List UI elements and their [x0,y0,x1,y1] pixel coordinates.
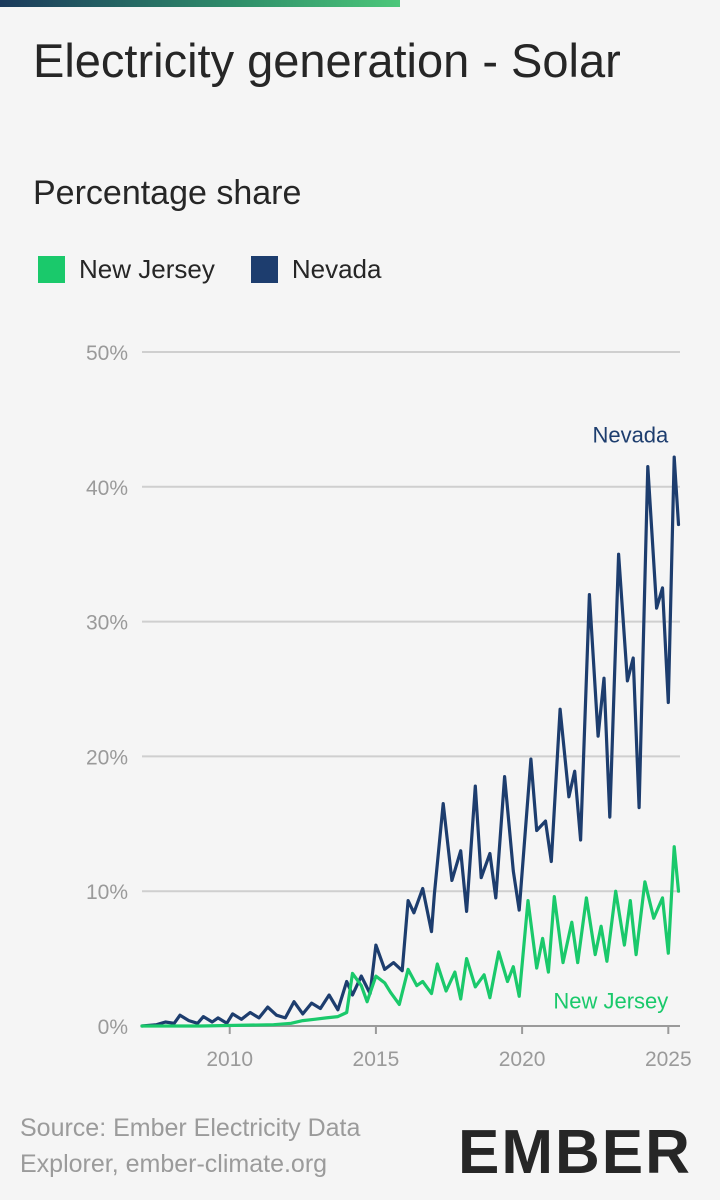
x-tick-label: 2025 [645,1048,692,1071]
chart-subtitle: Percentage share [33,174,302,212]
series-line-nevada [140,455,681,1028]
legend-swatch-new-jersey [38,256,65,283]
series-label-new-jersey: New Jersey [553,988,668,1013]
y-tick-label: 30% [86,612,128,635]
y-tick-label: 10% [86,881,128,904]
x-tick-label: 2020 [499,1048,546,1071]
x-tick-label: 2015 [353,1048,400,1071]
y-tick-label: 50% [86,342,128,365]
series-label-nevada: Nevada [592,422,669,447]
y-tick-label: 40% [86,477,128,500]
x-axis-ticks: 2010 2015 2020 2025 [206,1026,692,1071]
x-tick-label: 2010 [206,1048,253,1071]
accent-bar [0,0,400,7]
legend-item-nevada: Nevada [250,254,382,285]
legend-swatch-nevada [250,256,278,283]
legend: New Jersey Nevada [38,254,381,285]
series-labels: Nevada New Jersey [553,422,669,1013]
legend-item-new-jersey: New Jersey [38,254,215,285]
gridlines [142,351,680,1027]
chart-title: Electricity generation - Solar [33,34,621,87]
ember-logo: EMBER [458,1118,692,1187]
y-axis-ticks: 0% 10% 20% 30% 40% 50% [86,342,128,1039]
y-tick-label: 20% [86,746,128,769]
source-note: Source: Ember Electricity Data Explorer,… [20,1114,361,1178]
y-tick-label: 0% [98,1016,128,1039]
legend-label-new-jersey: New Jersey [79,254,215,284]
series-lines [140,455,681,1028]
legend-label-nevada: Nevada [291,254,382,284]
series-line-new-jersey [140,845,681,1028]
